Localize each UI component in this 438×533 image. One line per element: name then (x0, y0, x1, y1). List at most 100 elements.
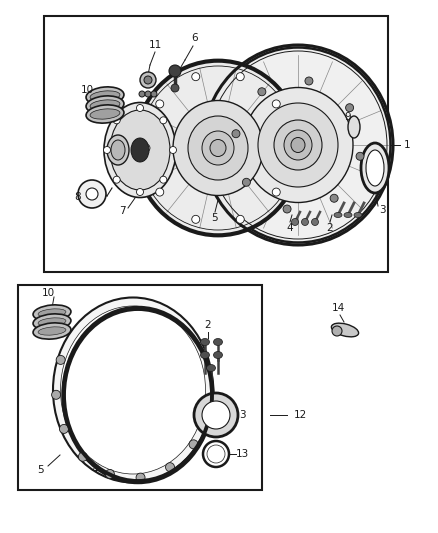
Ellipse shape (38, 327, 66, 335)
Text: 4: 4 (92, 465, 98, 475)
Circle shape (52, 390, 60, 399)
Ellipse shape (90, 100, 120, 110)
Circle shape (194, 393, 238, 437)
Ellipse shape (274, 120, 322, 170)
Ellipse shape (213, 351, 223, 359)
Circle shape (103, 147, 110, 154)
Ellipse shape (33, 314, 71, 330)
Ellipse shape (53, 297, 213, 482)
Text: 4: 4 (287, 223, 293, 233)
Text: 6: 6 (192, 33, 198, 43)
Ellipse shape (33, 323, 71, 339)
Ellipse shape (201, 338, 209, 345)
Text: 9: 9 (345, 112, 351, 122)
Circle shape (60, 424, 68, 433)
Circle shape (86, 188, 98, 200)
Ellipse shape (210, 140, 226, 157)
Circle shape (232, 130, 240, 138)
Circle shape (56, 356, 65, 365)
Circle shape (145, 91, 151, 97)
Circle shape (113, 117, 120, 124)
Text: 13: 13 (235, 449, 249, 459)
Text: 10: 10 (81, 85, 94, 95)
Ellipse shape (107, 135, 129, 165)
Ellipse shape (348, 116, 360, 138)
Ellipse shape (38, 309, 66, 317)
Ellipse shape (361, 143, 389, 193)
Ellipse shape (110, 110, 170, 190)
Circle shape (286, 144, 294, 152)
Circle shape (156, 100, 164, 108)
Ellipse shape (332, 323, 359, 337)
Circle shape (160, 176, 167, 183)
Circle shape (311, 219, 318, 225)
Ellipse shape (104, 102, 176, 198)
Ellipse shape (90, 109, 120, 119)
Circle shape (192, 215, 200, 223)
Circle shape (142, 144, 150, 152)
Ellipse shape (86, 87, 124, 105)
Text: 11: 11 (148, 40, 162, 50)
Circle shape (283, 205, 291, 213)
Ellipse shape (188, 116, 248, 180)
Text: 7: 7 (119, 206, 125, 216)
Ellipse shape (90, 91, 120, 101)
Ellipse shape (86, 105, 124, 123)
Ellipse shape (135, 61, 300, 235)
Circle shape (192, 72, 200, 80)
Circle shape (346, 104, 353, 112)
Text: 2: 2 (327, 223, 333, 233)
Circle shape (330, 194, 338, 202)
Circle shape (272, 188, 280, 196)
Circle shape (170, 147, 177, 154)
Ellipse shape (111, 140, 125, 160)
Circle shape (166, 463, 174, 472)
Text: 3: 3 (239, 410, 245, 420)
Ellipse shape (213, 338, 223, 345)
Text: 2: 2 (205, 320, 211, 330)
Circle shape (78, 180, 106, 208)
Circle shape (113, 176, 120, 183)
Circle shape (272, 100, 280, 108)
Ellipse shape (201, 351, 209, 359)
Ellipse shape (284, 130, 312, 160)
Circle shape (144, 76, 152, 84)
Ellipse shape (332, 326, 342, 336)
Circle shape (202, 401, 230, 429)
Bar (44, 16, 388, 272)
Ellipse shape (206, 365, 215, 372)
Circle shape (106, 470, 114, 479)
Ellipse shape (60, 306, 205, 474)
Ellipse shape (366, 150, 384, 186)
Ellipse shape (334, 213, 342, 217)
Ellipse shape (243, 87, 353, 203)
Circle shape (258, 88, 266, 96)
Circle shape (156, 188, 164, 196)
Circle shape (136, 473, 145, 482)
Ellipse shape (131, 138, 149, 162)
Text: 12: 12 (293, 410, 307, 420)
Circle shape (356, 152, 364, 160)
Circle shape (139, 91, 145, 97)
Ellipse shape (38, 318, 66, 326)
Circle shape (160, 117, 167, 124)
Text: 10: 10 (42, 288, 55, 298)
Circle shape (305, 77, 313, 85)
Ellipse shape (86, 96, 124, 114)
Text: 1: 1 (404, 140, 410, 150)
Ellipse shape (173, 101, 263, 196)
Text: 5: 5 (37, 465, 43, 475)
Circle shape (292, 219, 299, 225)
Circle shape (236, 215, 244, 223)
Circle shape (151, 91, 157, 97)
Circle shape (137, 104, 144, 111)
Text: 8: 8 (75, 192, 81, 202)
Ellipse shape (291, 138, 305, 152)
Text: 5: 5 (212, 213, 218, 223)
Text: 14: 14 (332, 303, 345, 313)
Circle shape (236, 72, 244, 80)
Circle shape (137, 189, 144, 196)
Bar (18, 285, 262, 490)
Ellipse shape (33, 305, 71, 321)
Circle shape (242, 178, 251, 186)
